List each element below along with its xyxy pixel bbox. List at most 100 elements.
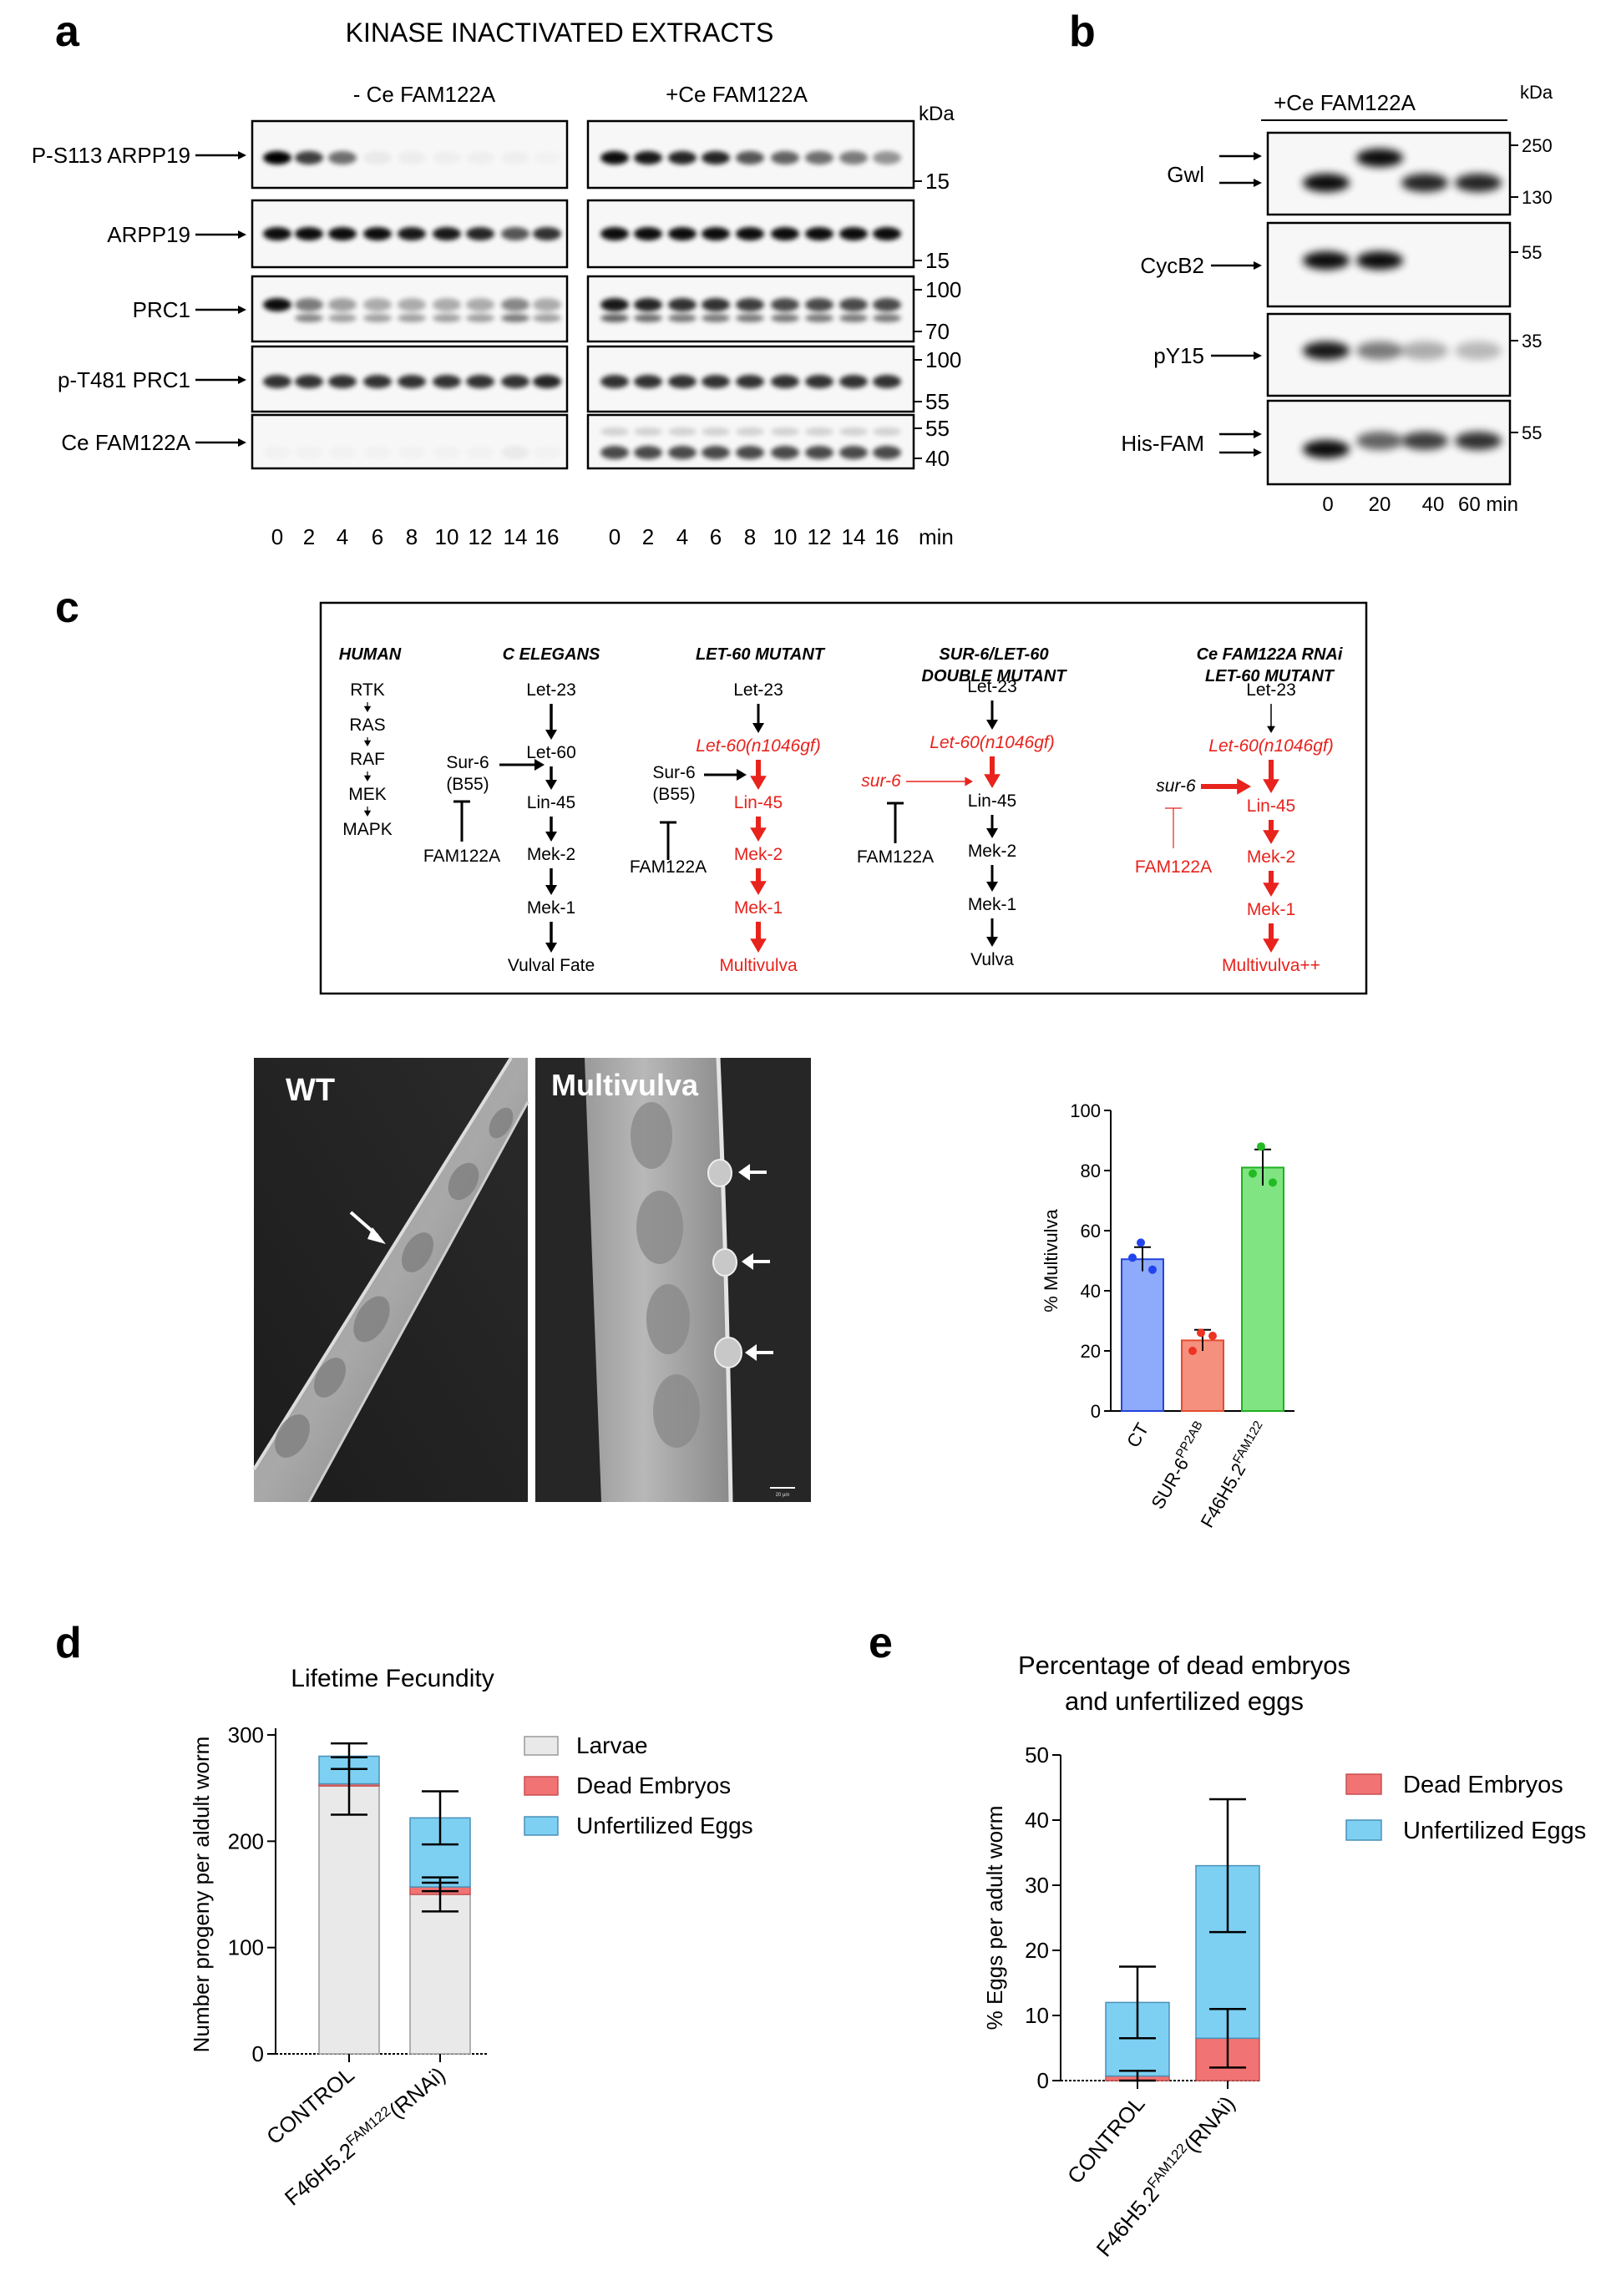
blot-band bbox=[839, 446, 868, 459]
blot-band bbox=[295, 375, 323, 388]
blot-minus-fam122a bbox=[251, 413, 569, 470]
pathway-node: Mek-1 bbox=[734, 898, 783, 918]
chart-title-line: Percentage of dead embryos bbox=[1018, 1651, 1350, 1680]
svg-text:F46H5.2FAM122(RNAi): F46H5.2FAM122(RNAi) bbox=[279, 2061, 450, 2211]
blot-band bbox=[736, 151, 764, 164]
blot-band bbox=[433, 298, 461, 311]
blot-band bbox=[398, 375, 426, 388]
y-tick-label: 10 bbox=[1025, 2003, 1049, 2028]
pathway-node: Mek-2 bbox=[1247, 847, 1295, 867]
blot-band bbox=[771, 446, 799, 459]
pathway-regulator: (B55) bbox=[446, 775, 489, 794]
blot-band bbox=[263, 227, 291, 240]
pathway-node: MEK bbox=[348, 785, 387, 804]
blot-band bbox=[466, 151, 494, 164]
marker-label: 55 bbox=[925, 416, 950, 441]
blot-band bbox=[1303, 341, 1350, 360]
marker-label: 55 bbox=[1522, 422, 1542, 443]
blot-minus-fam122a bbox=[251, 345, 569, 413]
panel-c-letter: c bbox=[55, 584, 79, 632]
blot-minus-fam122a bbox=[251, 119, 569, 190]
blot-band bbox=[433, 446, 461, 459]
blot-band bbox=[702, 298, 730, 311]
blot-row: pY15 35 bbox=[1153, 312, 1542, 397]
y-tick-label: 60 bbox=[1081, 1221, 1101, 1242]
blot-band bbox=[634, 298, 662, 311]
y-tick-label: 30 bbox=[1025, 1873, 1049, 1898]
blot-band bbox=[501, 375, 529, 388]
legend-swatch bbox=[1345, 1819, 1382, 1841]
blot-band bbox=[873, 427, 901, 436]
pathway-node: Let-23 bbox=[967, 677, 1017, 696]
blot-band bbox=[873, 446, 901, 459]
svg-text:CONTROL: CONTROL bbox=[1062, 2091, 1150, 2189]
timepoint-label: 10 bbox=[773, 524, 798, 549]
blot-row-label: p-T481 PRC1 bbox=[58, 367, 190, 392]
blot-band bbox=[805, 446, 833, 459]
blot-band bbox=[771, 375, 799, 388]
data-point bbox=[1137, 1238, 1145, 1247]
blot-band bbox=[736, 427, 764, 436]
marker-label: 70 bbox=[925, 319, 950, 344]
pathway-column-title: SUR-6/LET-60 bbox=[939, 645, 1048, 664]
y-tick-label: 100 bbox=[228, 1935, 264, 1960]
blot-band bbox=[328, 298, 357, 311]
blot-band bbox=[398, 227, 426, 240]
svg-text:SUR-6PP2AB: SUR-6PP2AB bbox=[1146, 1419, 1213, 1513]
blot-band bbox=[600, 427, 629, 436]
svg-text:F46H5.2FAM122: F46H5.2FAM122 bbox=[1195, 1419, 1274, 1531]
blot-band bbox=[1401, 432, 1448, 450]
blot-band bbox=[1303, 251, 1350, 270]
timepoint-label: 6 bbox=[710, 524, 722, 549]
pathway-regulator: Sur-6 bbox=[446, 753, 489, 772]
blot-band bbox=[1455, 174, 1502, 192]
timepoint-label: 14 bbox=[842, 524, 866, 549]
timepoint-label: 16 bbox=[535, 524, 560, 549]
blot-band bbox=[600, 298, 629, 311]
bar bbox=[1121, 1258, 1164, 1412]
data-point bbox=[1148, 1265, 1157, 1274]
blot-band bbox=[1356, 341, 1403, 360]
pathway-regulator: sur-6 bbox=[1156, 776, 1196, 796]
pathway-regulator: sur-6 bbox=[861, 771, 901, 791]
pathway-node: Let-60(n1046gf) bbox=[696, 736, 820, 756]
x-tick-label: CONTROL bbox=[1062, 2091, 1150, 2189]
blot-minus-fam122a bbox=[251, 275, 569, 343]
pathway-node: Vulva bbox=[970, 950, 1014, 969]
blot-row: His-FAM 55 bbox=[1121, 399, 1542, 486]
y-tick-label: 40 bbox=[1081, 1281, 1101, 1302]
blot-band bbox=[1455, 341, 1502, 360]
blot-band bbox=[328, 314, 357, 322]
blot-band bbox=[873, 151, 901, 164]
blot-row: CycB2 55 bbox=[1140, 221, 1542, 308]
y-tick-label: 100 bbox=[1070, 1100, 1101, 1121]
blot-row-label: Gwl bbox=[1167, 162, 1204, 187]
blot-band bbox=[263, 375, 291, 388]
blot-band bbox=[873, 227, 901, 240]
panel-b-blots: Gwl 250 130 CycB2 55 pY15 35 His-FAM 55 0 20 40 60 m… bbox=[1121, 131, 1553, 516]
micrograph-wt: WT bbox=[252, 1056, 529, 1503]
legend-swatch bbox=[524, 1776, 559, 1796]
y-axis-label: % Multivulva bbox=[1041, 1208, 1061, 1312]
timepoint-label: 0 bbox=[271, 524, 283, 549]
blot-band bbox=[1401, 174, 1448, 192]
chart-title-line: and unfertilized eggs bbox=[1065, 1687, 1304, 1716]
marker-label: 130 bbox=[1522, 187, 1553, 208]
pathway-node: Mek-1 bbox=[968, 895, 1016, 914]
pathway-regulator: FAM122A bbox=[630, 857, 707, 877]
panel-a-letter: a bbox=[55, 8, 80, 56]
pathway-column-title: LET-60 MUTANT bbox=[696, 645, 826, 664]
blot-band bbox=[805, 314, 833, 322]
pathway-node: MAPK bbox=[342, 820, 393, 839]
blot-band bbox=[533, 446, 561, 459]
blot-band bbox=[466, 375, 494, 388]
blot-plus-fam122a bbox=[586, 345, 915, 413]
pathway-node: Let-60(n1046gf) bbox=[930, 733, 1054, 752]
blot-band bbox=[771, 151, 799, 164]
timepoint-label: 0 bbox=[1322, 493, 1333, 516]
timepoint-label: 10 bbox=[435, 524, 459, 549]
pathway-column-title: C ELEGANS bbox=[503, 645, 600, 664]
micrograph-multivulva: 20 µm Multivulva bbox=[535, 1057, 811, 1503]
blot-row: PRC1 100 70 bbox=[133, 275, 961, 344]
blot-band bbox=[533, 375, 561, 388]
